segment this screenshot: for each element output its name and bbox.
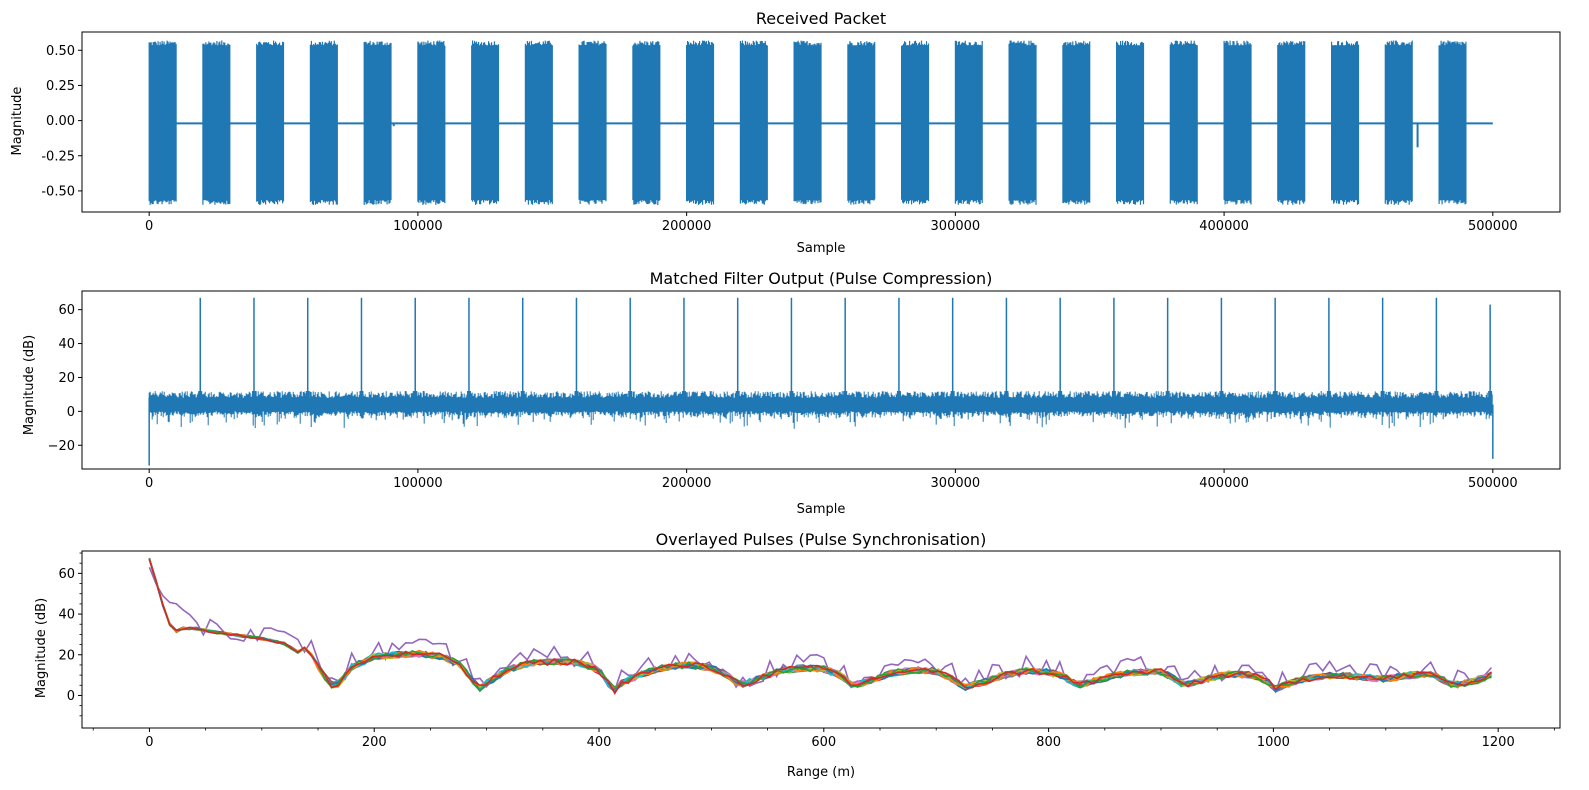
burst-trace bbox=[309, 40, 338, 205]
y-tick-label: −20 bbox=[48, 439, 75, 454]
x-tick-label: 0 bbox=[145, 219, 153, 234]
y-tick-label: 20 bbox=[58, 648, 75, 663]
y-tick-label: 60 bbox=[58, 567, 75, 582]
burst-trace bbox=[901, 40, 930, 205]
axes-frame bbox=[81, 550, 1561, 729]
axes-frame bbox=[81, 31, 1561, 213]
burst-trace bbox=[1384, 40, 1413, 205]
x-tick-label: 1200 bbox=[1482, 735, 1515, 750]
burst-trace bbox=[793, 40, 822, 205]
x-tick-label: 100000 bbox=[393, 219, 443, 234]
x-tick-label: 500000 bbox=[1468, 219, 1518, 234]
burst-trace bbox=[739, 40, 768, 205]
plot-area bbox=[148, 297, 1494, 466]
x-tick-label: 500000 bbox=[1468, 476, 1518, 491]
y-axis-label: Magnitude (dB) bbox=[34, 598, 49, 698]
x-tick-label: 300000 bbox=[931, 476, 981, 491]
y-axis-label: Magnitude (dB) bbox=[22, 335, 37, 435]
y-tick-label: 0 bbox=[67, 405, 75, 420]
y-tick-label: 0 bbox=[67, 689, 75, 704]
y-ticks: 60 40 20 0 −20 bbox=[48, 303, 82, 454]
burst-trace bbox=[471, 40, 500, 205]
burst-trace bbox=[632, 40, 661, 205]
burst-trace bbox=[363, 40, 392, 205]
received-packet-axes: Received Packet Sample Magnitude 0 100000… bbox=[10, 9, 1561, 256]
y-tick-label: 0.25 bbox=[46, 79, 75, 94]
burst-trace bbox=[1438, 40, 1467, 205]
burst-trace bbox=[202, 40, 231, 205]
x-tick-label: 100000 bbox=[393, 476, 443, 491]
x-axis-label: Sample bbox=[797, 241, 846, 256]
plot-area bbox=[148, 40, 1493, 205]
x-tick-label: 200000 bbox=[662, 476, 712, 491]
y-tick-label: -0.50 bbox=[41, 184, 75, 199]
x-tick-label: 200000 bbox=[662, 219, 712, 234]
burst-trace bbox=[1062, 40, 1091, 205]
burst-trace bbox=[847, 41, 876, 205]
burst-trace bbox=[578, 40, 607, 205]
burst-trace bbox=[417, 40, 446, 205]
overlayed-pulses-axes: Overlayed Pulses (Pulse Synchronisation)… bbox=[34, 530, 1561, 780]
x-tick-label: 600 bbox=[811, 735, 836, 750]
chart-title: Received Packet bbox=[756, 9, 886, 28]
burst-trace bbox=[1008, 40, 1037, 205]
y-tick-label: 0.50 bbox=[46, 44, 75, 59]
pulse-series-line bbox=[148, 559, 1492, 695]
y-ticks: 60 40 20 0 bbox=[58, 567, 82, 704]
burst-trace bbox=[1331, 40, 1360, 205]
plot-area bbox=[148, 557, 1492, 695]
y-tick-label: 60 bbox=[58, 303, 75, 318]
x-tick-label: 200 bbox=[362, 735, 387, 750]
chart-title: Overlayed Pulses (Pulse Synchronisation) bbox=[656, 530, 987, 549]
x-tick-label: 800 bbox=[1036, 735, 1061, 750]
axes-frame bbox=[81, 290, 1561, 470]
x-ticks: 0 100000 200000 300000 400000 500000 bbox=[145, 469, 1518, 491]
minor-ticks bbox=[79, 552, 1555, 731]
y-tick-label: 20 bbox=[58, 371, 75, 386]
y-tick-label: 40 bbox=[58, 337, 75, 352]
x-tick-label: 400000 bbox=[1199, 219, 1249, 234]
burst-trace bbox=[1169, 40, 1198, 205]
pulse-series-line bbox=[148, 559, 1492, 694]
x-axis-label: Sample bbox=[797, 502, 846, 517]
burst-trace bbox=[148, 40, 177, 205]
burst-trace bbox=[524, 40, 553, 205]
pulse-series-line bbox=[148, 558, 1492, 693]
y-tick-label: 0.00 bbox=[46, 114, 75, 129]
y-ticks: 0.50 0.25 0.00 -0.25 -0.50 bbox=[41, 44, 82, 199]
x-tick-label: 400000 bbox=[1199, 476, 1249, 491]
burst-trace bbox=[1277, 40, 1306, 205]
chart-title: Matched Filter Output (Pulse Compression… bbox=[650, 269, 993, 288]
noise-trace bbox=[148, 391, 1493, 429]
x-ticks: 0 200 400 600 800 1000 1200 bbox=[145, 728, 1515, 750]
x-tick-label: 0 bbox=[145, 735, 153, 750]
y-tick-label: -0.25 bbox=[41, 149, 75, 164]
burst-trace bbox=[1223, 40, 1252, 205]
burst-trace bbox=[1116, 40, 1145, 205]
x-tick-label: 300000 bbox=[931, 219, 981, 234]
y-tick-label: 40 bbox=[58, 608, 75, 623]
x-ticks: 0 100000 200000 300000 400000 500000 bbox=[145, 212, 1518, 234]
pulse-series-line bbox=[148, 566, 1492, 694]
burst-trace bbox=[954, 40, 983, 205]
pulse-series-line bbox=[148, 558, 1492, 695]
burst-trace bbox=[256, 40, 285, 205]
x-tick-label: 0 bbox=[145, 476, 153, 491]
y-axis-label: Magnitude bbox=[10, 87, 25, 156]
matched-filter-axes: Matched Filter Output (Pulse Compression… bbox=[22, 269, 1561, 517]
x-axis-label: Range (m) bbox=[787, 765, 855, 780]
x-tick-label: 400 bbox=[587, 735, 612, 750]
x-tick-label: 1000 bbox=[1257, 735, 1290, 750]
burst-trace bbox=[686, 40, 715, 205]
